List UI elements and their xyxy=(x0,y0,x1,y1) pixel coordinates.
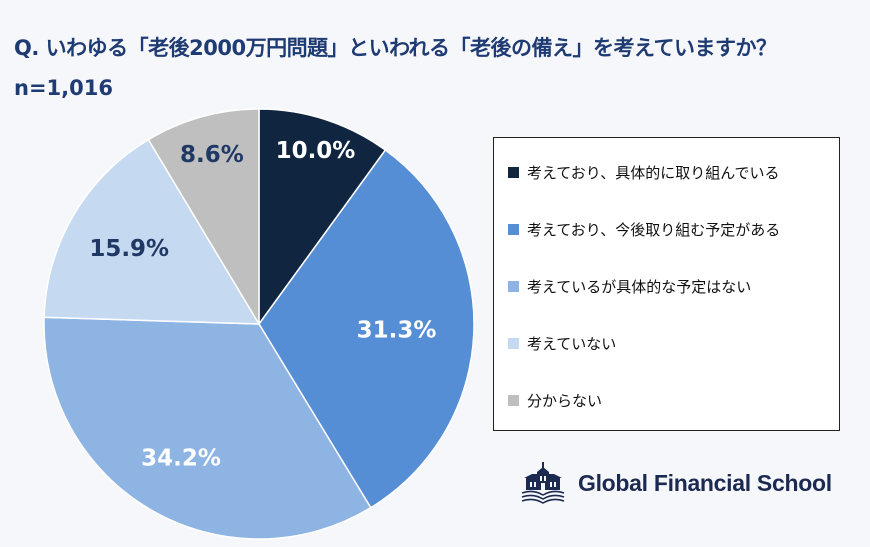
slice-label: 15.9% xyxy=(89,236,169,262)
logo-text: Global Financial School xyxy=(578,469,832,496)
slice-label: 8.6% xyxy=(180,142,244,168)
pie-slice xyxy=(43,138,261,325)
legend-item: 考えているが具体的な予定はない xyxy=(508,276,751,297)
pie-slice xyxy=(258,108,387,327)
slice-label: 31.3% xyxy=(357,318,437,344)
slice-label: 10.0% xyxy=(276,138,356,164)
legend-label: 分からない xyxy=(527,392,603,410)
legend-label: 考えていない xyxy=(527,335,617,353)
legend-item: 考えており、今後取り組む予定がある xyxy=(508,219,780,240)
chart-title: Q. いわゆる「老後2000万円問題」といわれる「老後の備え」を考えていますか？ xyxy=(14,36,777,60)
legend-swatch xyxy=(508,338,519,349)
legend-item: 考えていない xyxy=(508,333,616,354)
sample-size: n=1,016 xyxy=(14,76,113,100)
legend-item: 考えており、具体的に取り組んでいる xyxy=(508,162,779,183)
logo: Global Financial School xyxy=(520,462,832,504)
legend: 考えており、具体的に取り組んでいる 考えており、今後取り組む予定がある 考えているが… xyxy=(493,137,840,431)
legend-label: 考えているが具体的な予定はない xyxy=(527,278,752,296)
pie-slice xyxy=(258,149,475,509)
legend-swatch xyxy=(508,281,519,292)
school-building-icon xyxy=(521,462,565,504)
legend-swatch xyxy=(508,167,519,178)
legend-item: 分からない xyxy=(508,390,602,411)
legend-label: 考えており、今後取り組む予定がある xyxy=(527,221,781,239)
legend-swatch xyxy=(508,395,519,406)
pie-slice xyxy=(147,108,260,327)
pie-slice xyxy=(43,316,372,540)
legend-label: 考えており、具体的に取り組んでいる xyxy=(527,164,780,182)
slice-label: 34.2% xyxy=(141,446,221,472)
legend-swatch xyxy=(508,224,519,235)
